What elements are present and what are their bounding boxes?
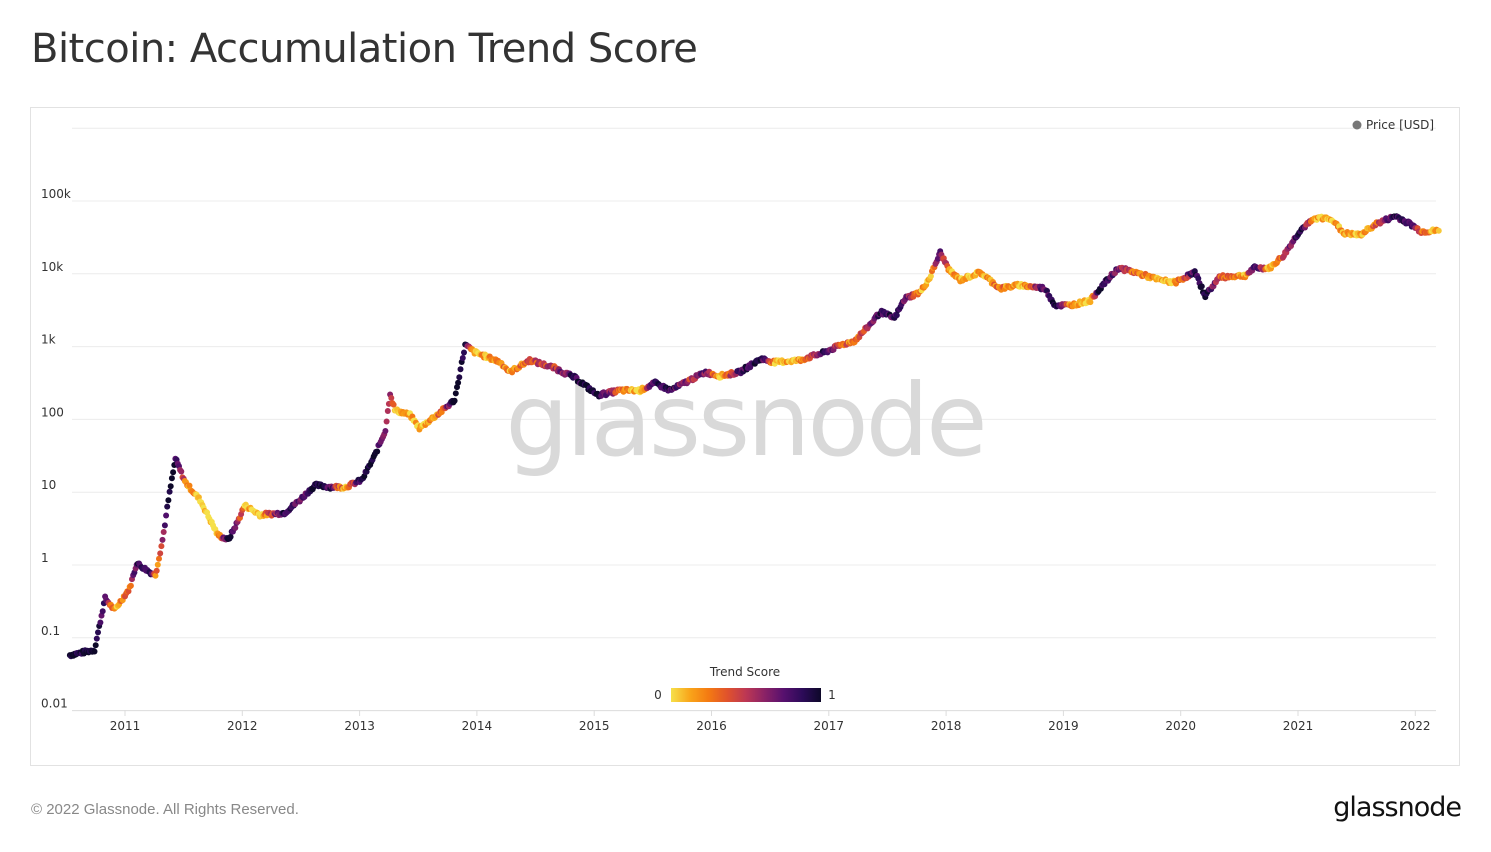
price-point: [227, 533, 234, 540]
colorbar-title: Trend Score: [709, 665, 780, 679]
y-tick-label: 0.1: [41, 624, 60, 638]
price-point: [451, 397, 458, 404]
price-point: [95, 629, 101, 636]
price-point: [388, 395, 395, 401]
price-point: [127, 582, 134, 589]
x-tick-label: 2012: [227, 719, 258, 733]
price-point: [461, 349, 467, 356]
price-point: [97, 619, 104, 626]
price-point: [166, 488, 173, 495]
page-title: Bitcoin: Accumulation Trend Score: [31, 26, 698, 72]
y-tick-label: 10k: [41, 260, 63, 274]
price-point: [158, 543, 165, 550]
price-point: [186, 482, 193, 489]
price-point: [156, 555, 162, 562]
price-point: [893, 312, 900, 319]
price-point: [1198, 283, 1205, 290]
x-tick-label: 2017: [814, 719, 845, 733]
x-tick-label: 2020: [1165, 719, 1196, 733]
price-point: [170, 469, 177, 476]
price-point: [1195, 275, 1202, 282]
price-point: [161, 522, 168, 529]
x-tick-label: 2018: [931, 719, 962, 733]
price-point: [91, 648, 98, 655]
price-point: [927, 273, 934, 280]
legend-marker: [1352, 120, 1362, 130]
y-tick-label: 0.01: [41, 697, 68, 711]
price-point: [92, 642, 99, 649]
price-point: [452, 390, 459, 397]
watermark: glassnode: [505, 362, 984, 479]
price-point: [154, 561, 161, 568]
chart-frame: [30, 107, 1460, 766]
price-point: [456, 374, 463, 381]
price-point: [1087, 299, 1094, 306]
y-tick-label: 1: [41, 551, 49, 565]
price-point: [374, 448, 381, 455]
copyright-footer: © 2022 Glassnode. All Rights Reserved.: [31, 801, 299, 818]
glassnode-logo[interactable]: glassnode: [1333, 792, 1462, 823]
price-point: [383, 418, 390, 425]
legend[interactable]: Price [USD]: [1352, 118, 1435, 132]
price-point: [361, 473, 368, 480]
price-point: [160, 529, 167, 535]
price-point: [384, 408, 391, 414]
x-tick-label: 2011: [110, 719, 141, 733]
x-tick-label: 2022: [1400, 719, 1431, 733]
price-point: [459, 355, 466, 361]
x-tick-label: 2019: [1048, 719, 1079, 733]
colorbar-max-label: 1: [828, 688, 836, 702]
x-tick-label: 2021: [1283, 719, 1314, 733]
x-axis: 2011 2012 2013 2014 2015 2016 2017 2018 2019 2020…: [110, 710, 1431, 733]
legend-label: Price [USD]: [1366, 118, 1434, 132]
y-tick-label: 100: [41, 405, 64, 419]
price-point: [157, 550, 164, 557]
price-point: [99, 608, 106, 615]
price-point: [232, 524, 239, 531]
price-point: [167, 483, 174, 490]
price-point: [153, 567, 160, 574]
x-tick-label: 2016: [696, 719, 727, 733]
x-tick-label: 2015: [579, 719, 610, 733]
price-point: [457, 366, 464, 373]
price-point: [125, 588, 132, 595]
price-point: [164, 503, 171, 510]
price-point: [455, 379, 462, 386]
y-tick-label: 1k: [41, 333, 56, 347]
x-tick-label: 2014: [462, 719, 493, 733]
price-series: [66, 213, 1442, 660]
price-point: [382, 428, 389, 434]
price-point: [1435, 227, 1442, 234]
price-point: [159, 536, 166, 543]
price-point: [390, 401, 397, 408]
y-axis: 0.01 0.1 1 10 100 1k 10k 100k: [41, 187, 71, 711]
price-point: [93, 635, 100, 642]
y-tick-label: 100k: [41, 187, 71, 201]
price-point: [152, 572, 159, 579]
x-tick-label: 2013: [344, 719, 375, 733]
colorbar: Trend Score 0 1: [654, 665, 836, 702]
y-tick-label: 10: [41, 478, 56, 492]
price-point: [163, 512, 170, 519]
grid: [72, 127, 1436, 712]
price-point: [178, 468, 185, 475]
price-point: [168, 475, 175, 482]
price-point: [165, 497, 172, 504]
colorbar-min-label: 0: [654, 688, 662, 702]
colorbar-gradient: [671, 688, 821, 702]
